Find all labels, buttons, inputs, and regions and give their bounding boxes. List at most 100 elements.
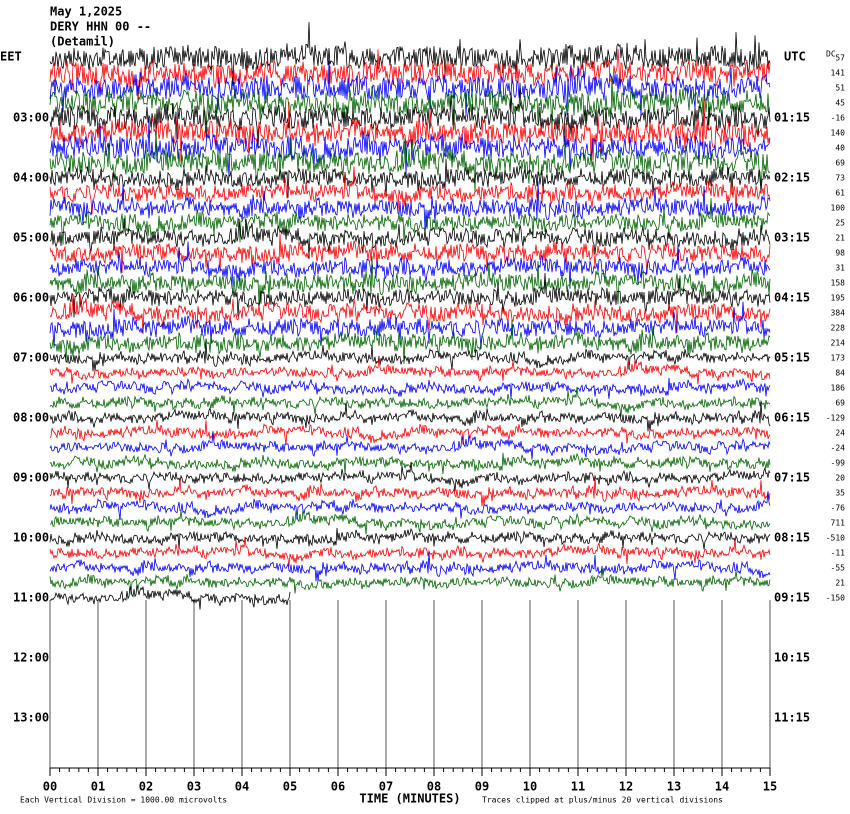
x-axis-title: TIME (MINUTES) [359, 792, 460, 806]
trace [49, 158, 771, 198]
left-time-label: 11:00 [13, 591, 49, 605]
dc-value: 24 [835, 429, 845, 438]
right-time-label: 08:15 [774, 531, 810, 545]
left-time-label: 06:00 [13, 291, 49, 305]
right-time-label: 04:15 [774, 291, 810, 305]
trace [49, 319, 771, 364]
trace [49, 461, 771, 492]
dc-value: 69 [835, 399, 845, 408]
dc-value: 140 [831, 129, 846, 138]
dc-value: -129 [826, 414, 845, 423]
trace [49, 130, 771, 193]
dc-value: 384 [831, 309, 846, 318]
trace [49, 386, 771, 417]
x-tick-label: 00 [43, 780, 57, 794]
dc-value: -510 [826, 534, 845, 543]
x-tick-label: 06 [331, 780, 345, 794]
left-axis-title: EET [0, 50, 22, 64]
dc-value: 57 [835, 54, 845, 63]
right-time-label: 11:15 [774, 711, 810, 725]
dc-value: -99 [831, 459, 846, 468]
dc-value: 61 [835, 189, 845, 198]
dc-value: -76 [831, 504, 846, 513]
trace [49, 420, 771, 445]
left-time-label: 07:00 [13, 351, 49, 365]
trace [49, 509, 771, 535]
dc-value: 31 [835, 264, 845, 273]
left-time-label: 10:00 [13, 531, 49, 545]
dc-value: 45 [835, 99, 845, 108]
x-tick-label: 08 [427, 780, 441, 794]
trace [49, 97, 771, 162]
left-time-label: 04:00 [13, 171, 49, 185]
left-time-label: 08:00 [13, 411, 49, 425]
x-tick-label: 15 [763, 780, 777, 794]
dc-value: -16 [831, 114, 846, 123]
right-time-label: 05:15 [774, 351, 810, 365]
trace [49, 233, 771, 275]
dc-value: -24 [831, 444, 846, 453]
dc-value: 100 [831, 204, 846, 213]
trace [49, 301, 771, 350]
dc-value: 98 [835, 249, 845, 258]
dc-value: 20 [835, 474, 845, 483]
dc-value: 195 [831, 294, 846, 303]
trace [49, 476, 771, 507]
trace [49, 293, 771, 335]
dc-title: DC [826, 50, 836, 59]
station: DERY HHN 00 -- [50, 20, 151, 34]
dc-value: -11 [831, 549, 846, 558]
dc-value: -55 [831, 564, 846, 573]
trace [49, 527, 771, 550]
left-time-label: 03:00 [13, 111, 49, 125]
x-tick-label: 12 [619, 780, 633, 794]
right-time-label: 06:15 [774, 411, 810, 425]
trace [49, 197, 771, 245]
x-tick-label: 11 [571, 780, 585, 794]
dc-value: 35 [835, 489, 845, 498]
scale-note: Each Vertical Division = 1000.00 microvo… [20, 796, 227, 805]
trace [49, 551, 771, 582]
dc-value: 73 [835, 174, 845, 183]
dc-value: 214 [831, 339, 846, 348]
dc-value: 711 [831, 519, 846, 528]
clip-note: Traces clipped at plus/minus 20 vertical… [482, 796, 723, 805]
left-time-label: 13:00 [13, 711, 49, 725]
trace [49, 452, 771, 475]
dc-value: 40 [835, 144, 845, 153]
left-time-label: 12:00 [13, 651, 49, 665]
right-axis-title: UTC [784, 50, 806, 64]
trace [49, 356, 771, 385]
trace [49, 118, 771, 178]
right-time-label: 03:15 [774, 231, 810, 245]
trace [49, 166, 771, 215]
right-time-label: 01:15 [774, 111, 810, 125]
dc-value: 158 [831, 279, 846, 288]
dc-value: 84 [835, 369, 845, 378]
dc-value: 141 [831, 69, 846, 78]
dc-value: 21 [835, 579, 845, 588]
left-time-label: 09:00 [13, 471, 49, 485]
x-tick-label: 03 [187, 780, 201, 794]
dc-value: 69 [835, 159, 845, 168]
right-time-label: 10:15 [774, 651, 810, 665]
traces [49, 22, 771, 768]
trace [49, 341, 771, 372]
dc-value: -150 [826, 594, 845, 603]
trace [49, 60, 771, 118]
trace [49, 22, 771, 91]
trace [49, 566, 771, 595]
dc-value: 51 [835, 84, 845, 93]
x-tick-label: 02 [139, 780, 153, 794]
x-tick-label: 13 [667, 780, 681, 794]
x-tick-label: 05 [283, 780, 297, 794]
right-time-label: 02:15 [774, 171, 810, 185]
x-tick-label: 01 [91, 780, 105, 794]
trace [49, 75, 771, 131]
trace [49, 218, 771, 260]
x-tick-label: 10 [523, 780, 537, 794]
trace [49, 491, 771, 520]
trace [49, 584, 291, 610]
